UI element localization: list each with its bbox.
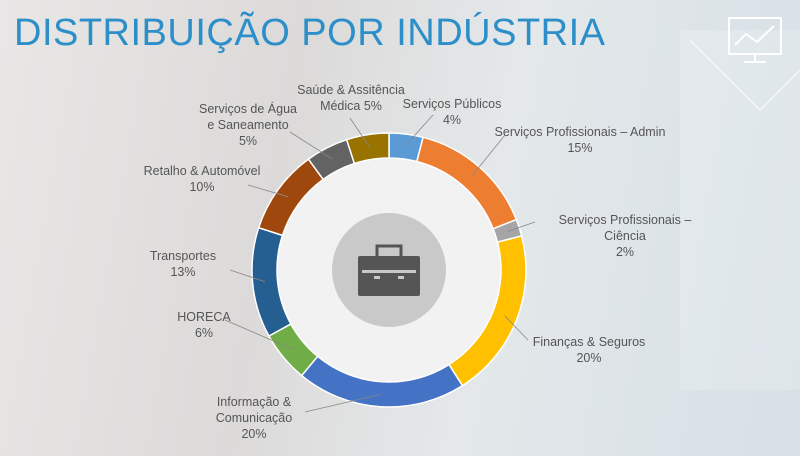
category-label: Retalho & Automóvel xyxy=(143,164,261,178)
value-label: 2% xyxy=(615,245,635,259)
category-label: Saúde & Assitência Médica xyxy=(297,83,405,113)
data-label: Retalho & Automóvel 10% xyxy=(144,163,261,195)
decor xyxy=(689,39,800,112)
value-label: 15% xyxy=(567,141,593,155)
leader-line xyxy=(471,134,506,177)
leader-line xyxy=(504,315,529,341)
leader-line xyxy=(224,319,294,350)
value-label: 20% xyxy=(576,351,602,365)
leader-line xyxy=(229,269,266,283)
leader-line xyxy=(247,184,289,198)
leader-line xyxy=(404,114,434,147)
monitor-icon xyxy=(728,17,782,63)
chart-title: DISTRIBUIÇÃO POR INDÚSTRIA xyxy=(14,12,606,54)
value-label: 5% xyxy=(363,99,382,113)
data-label: HORECA 6% xyxy=(177,309,230,341)
value-label: 5% xyxy=(238,134,258,148)
category-label: Finanças & Seguros xyxy=(532,335,646,349)
donut-segment xyxy=(345,132,390,165)
value-label: 10% xyxy=(189,180,215,194)
leader-line xyxy=(349,117,370,148)
leader-line xyxy=(304,393,382,413)
data-label: Serviços Públicos 4% xyxy=(403,96,502,128)
category-label: Serviços de Água e Saneamento xyxy=(199,102,297,132)
category-label: HORECA xyxy=(177,310,231,324)
category-label: Serviços Profissionais – Ciência xyxy=(558,213,692,243)
value-label: 6% xyxy=(194,326,214,340)
data-label: Informação & Comunicação 20% xyxy=(216,394,292,442)
data-label: Finanças & Seguros 20% xyxy=(533,334,646,366)
decor xyxy=(680,30,800,390)
data-label: Serviços Profissionais – Admin 15% xyxy=(495,124,666,156)
leader-line xyxy=(507,221,536,232)
category-label: Serviços Públicos xyxy=(402,97,502,111)
value-label: 20% xyxy=(241,427,267,441)
data-label: Serviços de Água e Saneamento 5% xyxy=(199,101,297,149)
leader-line xyxy=(289,131,333,160)
data-label: Serviços Profissionais – Ciência 2% xyxy=(538,212,713,260)
data-label: Transportes 13% xyxy=(150,248,216,280)
category-label: Informação & Comunicação xyxy=(215,395,293,425)
value-label: 13% xyxy=(170,265,196,279)
data-label: Saúde & Assitência Médica 5% xyxy=(297,82,405,114)
category-label: Transportes xyxy=(149,249,217,263)
briefcase-icon xyxy=(358,244,420,296)
category-label: Serviços Profissionais – Admin xyxy=(494,125,666,139)
value-label: 4% xyxy=(442,113,462,127)
